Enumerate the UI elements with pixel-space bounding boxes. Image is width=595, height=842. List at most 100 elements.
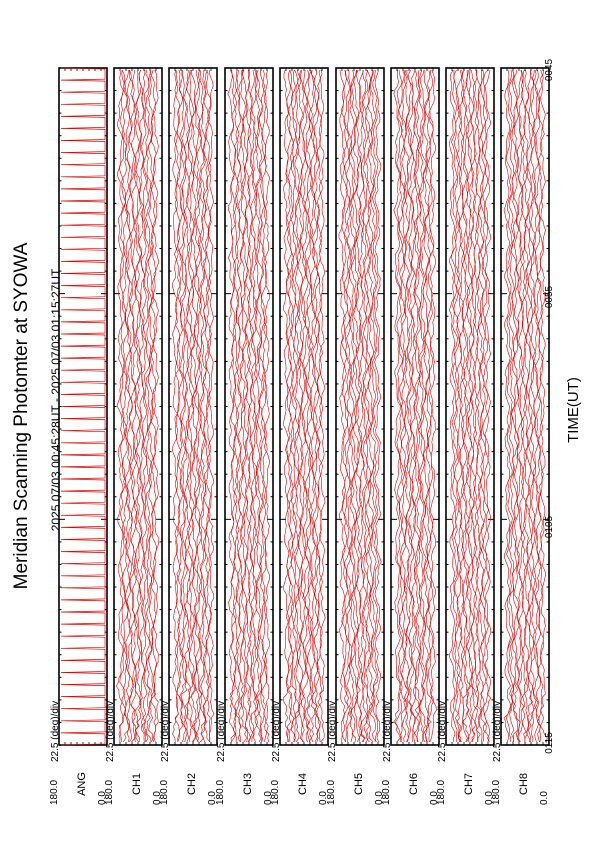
trace-line	[424, 69, 432, 743]
chart-title: Meridian Scanning Photomter at SYOWA	[11, 242, 32, 589]
trace-group-ch6	[393, 69, 437, 743]
trace-line	[178, 69, 187, 743]
trace-line	[246, 69, 254, 743]
panel-frame	[500, 67, 550, 746]
trace-group-ch2	[171, 69, 215, 743]
trace-line	[315, 69, 323, 743]
trace-line	[207, 69, 215, 743]
trace-line	[200, 69, 208, 743]
trace-group-ch8	[503, 69, 548, 743]
channel-label: CH6	[408, 773, 420, 795]
scale-label: 22.5 (deg)/div	[382, 701, 393, 762]
trace-line	[503, 69, 512, 743]
trace-line	[481, 69, 490, 743]
x-tick-labels: 0045 0055 0105 0115	[544, 58, 555, 753]
trace-line	[517, 69, 526, 743]
trace-line	[60, 67, 106, 746]
x-tick-label: 0045	[544, 58, 555, 81]
trace-line	[294, 69, 302, 743]
trace-line	[138, 69, 146, 743]
trace-line	[453, 69, 461, 743]
trace-line	[360, 70, 368, 743]
trace-line	[121, 69, 129, 743]
trace-line	[422, 69, 430, 743]
trace-line	[115, 69, 124, 743]
channel-label: CH8	[518, 773, 530, 795]
trace-line	[537, 69, 545, 743]
trace-line	[429, 69, 437, 743]
scale-label: 22.5 (deg)/div	[105, 701, 116, 762]
trace-line	[345, 69, 353, 743]
y-axis-bottom-label: 0.0	[263, 791, 274, 805]
trace-line	[407, 69, 416, 743]
trace-line	[303, 69, 312, 743]
channel-label: CH5	[353, 773, 365, 795]
y-axis-bottom-label: 0.0	[318, 791, 329, 805]
scale-label: 22.5 (deg)/div	[437, 701, 448, 762]
trace-line	[171, 69, 179, 743]
channel-label: CH4	[297, 773, 309, 795]
trace-line	[145, 69, 153, 743]
trace-line	[239, 69, 248, 743]
trace-line	[119, 69, 127, 743]
panel-ch8	[500, 67, 550, 746]
channel-label: ANG	[76, 772, 88, 796]
channel-label: CH1	[131, 773, 143, 795]
channel-label: CH2	[186, 773, 198, 795]
x-tick-label: 0105	[544, 515, 555, 538]
trace-line	[395, 69, 404, 743]
trace-line	[248, 69, 257, 743]
trace-line	[338, 69, 346, 743]
trace-line	[520, 69, 529, 743]
trace-line	[369, 69, 377, 743]
trace-line	[412, 69, 420, 743]
trace-line	[313, 69, 321, 743]
y-axis-top-label: 180.0	[436, 780, 447, 805]
trace-line	[505, 69, 514, 743]
y-axis-top-label: 180.0	[104, 780, 115, 805]
scale-label: 22.5 (deg)/div	[271, 701, 282, 762]
scale-label: 22.5 (deg)/div	[160, 701, 171, 762]
trace-line	[286, 69, 295, 743]
scale-label: 22.5 (deg)/div	[50, 701, 61, 762]
x-tick-label: 0115	[544, 732, 555, 754]
y-axis-bottom-label: 0.0	[207, 791, 218, 805]
trace-line	[343, 69, 351, 743]
trace-line	[299, 69, 307, 743]
trace-line	[128, 69, 136, 743]
panel-ch1	[113, 67, 163, 746]
trace-line	[525, 69, 534, 743]
panel-ch4	[279, 67, 329, 746]
trace-line	[311, 69, 319, 743]
panel-ch3	[224, 67, 274, 746]
trace-line	[229, 69, 238, 743]
trace-line	[400, 69, 408, 743]
trace-line	[405, 69, 413, 743]
trace-line	[454, 69, 464, 743]
y-axis-top-label: 180.0	[270, 780, 281, 805]
trace-line	[522, 69, 530, 743]
x-axis-label: TIME(UT)	[565, 377, 582, 443]
trace-line	[258, 69, 266, 743]
y-axis-top-label: 180.0	[215, 780, 226, 805]
trace-line	[417, 69, 425, 743]
trace-line	[460, 69, 468, 743]
scale-label: 22.5 (deg)/div	[327, 701, 338, 762]
trace-line	[348, 69, 356, 743]
trace-line	[251, 69, 260, 743]
trace-line	[204, 69, 212, 743]
trace-line	[140, 69, 148, 743]
panel-frame	[168, 67, 218, 746]
panel-ch5	[335, 67, 385, 746]
trace-line	[364, 69, 374, 743]
trace-line	[393, 69, 401, 743]
trace-line	[130, 69, 140, 743]
scale-label: 22.5 (deg)/div	[216, 701, 227, 762]
trace-line	[292, 69, 301, 743]
trace-group-ch7	[448, 69, 492, 743]
trace-line	[261, 69, 269, 743]
trace-line	[190, 69, 198, 743]
trace-line	[470, 69, 478, 743]
y-axis-top-label: 180.0	[381, 780, 392, 805]
